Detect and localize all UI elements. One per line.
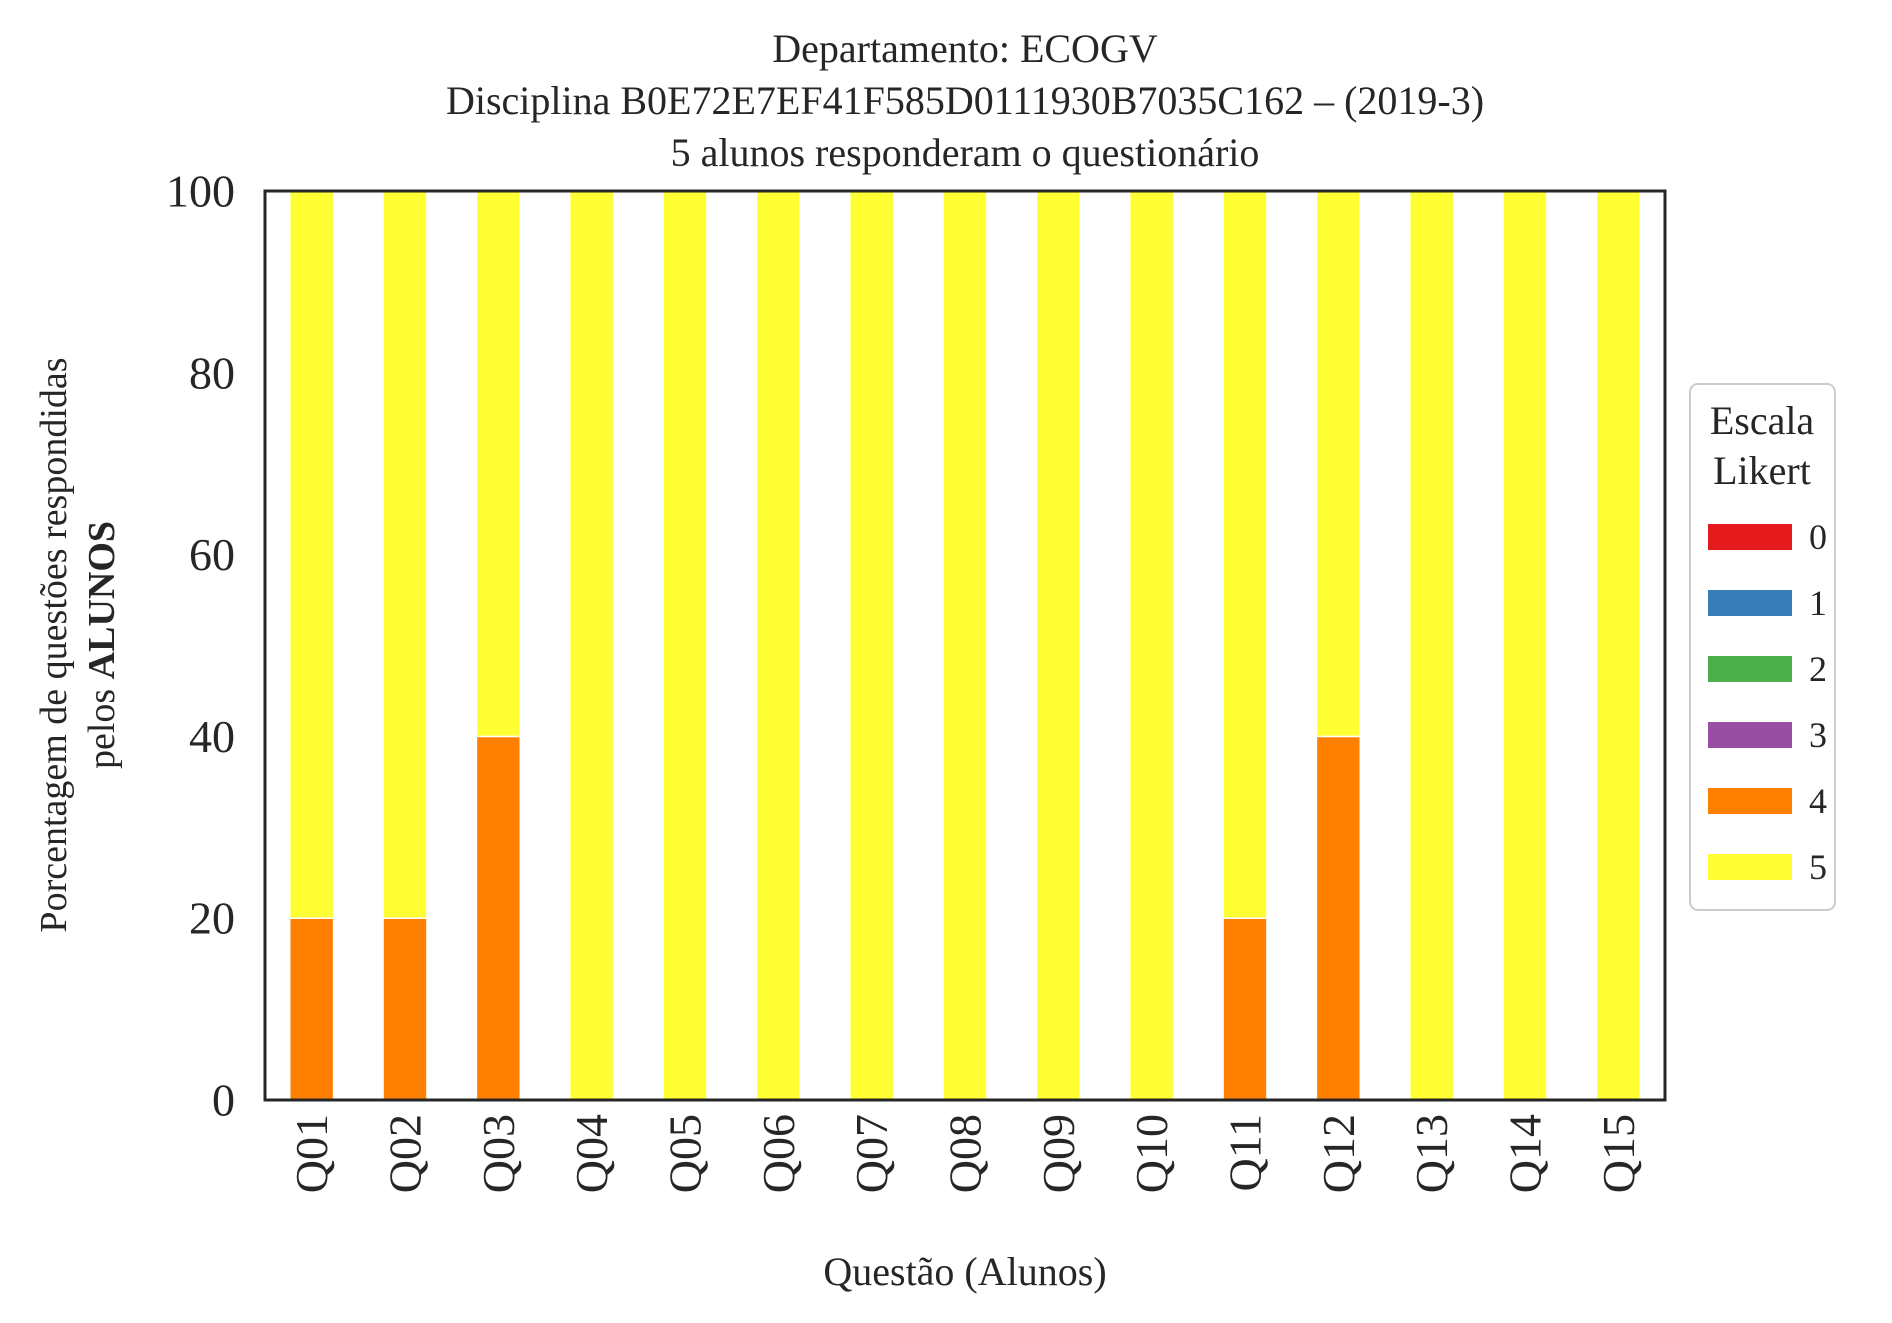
y-tick-label-60: 60 bbox=[189, 529, 235, 580]
x-tick-label-Q13: Q13 bbox=[1406, 1114, 1457, 1193]
x-tick-label-Q01: Q01 bbox=[286, 1114, 337, 1193]
chart-title: Departamento: ECOGV Disciplina B0E72E7EF… bbox=[446, 26, 1484, 175]
y-axis-label-prefix: pelos bbox=[81, 679, 123, 769]
legend-label-4: 4 bbox=[1809, 781, 1827, 821]
y-axis-label: Porcentagem de questões respondidas pelo… bbox=[33, 357, 123, 932]
bar-Q03-likert-4 bbox=[475, 735, 522, 1101]
title-line-1: Departamento: ECOGV bbox=[772, 26, 1158, 71]
bars bbox=[288, 190, 1642, 1101]
y-axis-label-bold: ALUNOS bbox=[81, 521, 123, 679]
legend-label-3: 3 bbox=[1809, 715, 1827, 755]
x-axis-label: Questão (Alunos) bbox=[823, 1249, 1106, 1294]
legend-swatch-1 bbox=[1708, 590, 1792, 616]
title-line-2: Disciplina B0E72E7EF41F585D0111930B7035C… bbox=[446, 78, 1484, 123]
x-tick-label-Q15: Q15 bbox=[1593, 1114, 1644, 1193]
x-tick-label-Q12: Q12 bbox=[1313, 1114, 1364, 1193]
plot-frame bbox=[263, 189, 1667, 1102]
legend: Escala Likert 0 1 2 3 4 5 bbox=[1689, 383, 1836, 911]
bar-Q10-likert-5 bbox=[1128, 190, 1175, 1101]
legend-label-2: 2 bbox=[1809, 649, 1827, 689]
y-tick-label-0: 0 bbox=[212, 1075, 235, 1126]
bar-Q01-likert-4 bbox=[288, 917, 335, 1101]
bar-Q12-likert-5 bbox=[1315, 190, 1362, 738]
x-tick-label-Q14: Q14 bbox=[1500, 1114, 1551, 1193]
x-tick-label-Q07: Q07 bbox=[846, 1114, 897, 1193]
legend-label-5: 5 bbox=[1809, 847, 1827, 887]
bar-Q09-likert-5 bbox=[1035, 190, 1082, 1101]
x-tick-label-Q03: Q03 bbox=[473, 1114, 524, 1193]
x-axis-ticks: Q01 Q02 Q03 Q04 Q05 Q06 Q07 Q08 Q09 Q10 Q11 Q12 Q13 Q… bbox=[286, 1114, 1644, 1193]
legend-items: 0 1 2 3 4 5 bbox=[1708, 517, 1827, 887]
bar-Q15-likert-5 bbox=[1595, 190, 1642, 1101]
legend-swatch-5 bbox=[1708, 854, 1792, 880]
y-tick-label-40: 40 bbox=[189, 711, 235, 762]
bar-Q02-likert-4 bbox=[382, 917, 428, 1101]
legend-swatch-2 bbox=[1708, 656, 1792, 682]
legend-swatch-3 bbox=[1708, 722, 1792, 748]
x-tick-label-Q11: Q11 bbox=[1220, 1114, 1271, 1192]
y-axis-label-line-1: Porcentagem de questões respondidas bbox=[33, 357, 75, 932]
bar-Q07-likert-5 bbox=[848, 190, 895, 1101]
y-axis-ticks: 0 20 40 60 80 100 bbox=[166, 166, 235, 1126]
y-tick-label-20: 20 bbox=[189, 893, 235, 944]
legend-label-0: 0 bbox=[1809, 517, 1827, 557]
bar-Q13-likert-5 bbox=[1408, 190, 1455, 1101]
bar-Q11-likert-5 bbox=[1222, 190, 1268, 919]
x-tick-label-Q04: Q04 bbox=[566, 1114, 617, 1193]
x-tick-label-Q05: Q05 bbox=[660, 1114, 711, 1193]
legend-swatch-4 bbox=[1708, 788, 1792, 814]
legend-title-line-1: Escala bbox=[1710, 398, 1815, 443]
x-tick-label-Q06: Q06 bbox=[753, 1114, 804, 1193]
bar-Q08-likert-5 bbox=[942, 190, 988, 1101]
legend-title-line-2: Likert bbox=[1713, 448, 1811, 493]
bar-Q01-likert-5 bbox=[288, 190, 335, 919]
legend-label-1: 1 bbox=[1809, 583, 1827, 623]
y-tick-label-80: 80 bbox=[189, 347, 235, 398]
bar-Q14-likert-5 bbox=[1502, 190, 1548, 1101]
x-tick-label-Q08: Q08 bbox=[940, 1114, 991, 1193]
bar-Q04-likert-5 bbox=[568, 190, 615, 1101]
legend-frame bbox=[1689, 383, 1836, 911]
bar-Q12-likert-4 bbox=[1315, 735, 1362, 1101]
bar-Q02-likert-5 bbox=[382, 190, 428, 919]
bar-Q03-likert-5 bbox=[475, 190, 522, 738]
bar-Q11-likert-4 bbox=[1222, 917, 1268, 1101]
bar-Q06-likert-5 bbox=[755, 190, 802, 1101]
y-axis-label-line-2: pelos ALUNOS bbox=[81, 521, 123, 769]
x-tick-label-Q09: Q09 bbox=[1033, 1114, 1084, 1193]
bar-Q05-likert-5 bbox=[662, 190, 708, 1101]
x-tick-label-Q10: Q10 bbox=[1126, 1114, 1177, 1193]
legend-swatch-0 bbox=[1708, 524, 1792, 550]
y-tick-label-100: 100 bbox=[166, 166, 235, 217]
x-tick-label-Q02: Q02 bbox=[380, 1114, 431, 1193]
title-line-3: 5 alunos responderam o questionário bbox=[671, 130, 1260, 175]
